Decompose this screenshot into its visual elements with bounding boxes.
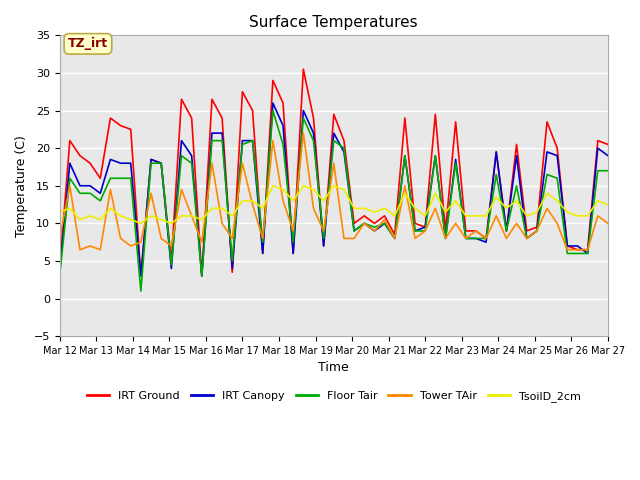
- X-axis label: Time: Time: [319, 361, 349, 374]
- Title: Surface Temperatures: Surface Temperatures: [250, 15, 418, 30]
- Y-axis label: Temperature (C): Temperature (C): [15, 135, 28, 237]
- Legend: IRT Ground, IRT Canopy, Floor Tair, Tower TAir, TsoilD_2cm: IRT Ground, IRT Canopy, Floor Tair, Towe…: [83, 387, 585, 407]
- Text: TZ_irt: TZ_irt: [68, 37, 108, 50]
